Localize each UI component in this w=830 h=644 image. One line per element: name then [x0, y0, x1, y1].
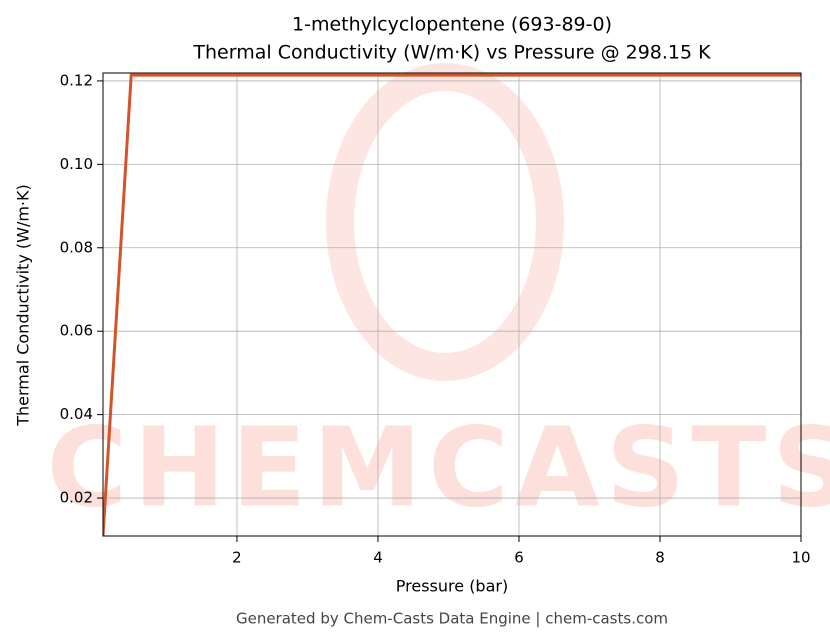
watermark: CHEMCASTS [47, 403, 830, 531]
y-tick-label: 0.02 [60, 489, 93, 507]
y-axis-label: Thermal Conductivity (W/m·K) [14, 184, 33, 427]
y-tick-label: 0.08 [60, 238, 93, 256]
y-tick-label: 0.06 [60, 322, 93, 340]
x-tick-label: 4 [373, 549, 383, 567]
x-tick-label: 2 [232, 549, 242, 567]
line-series [103, 73, 801, 536]
x-tick-label: 10 [791, 549, 810, 567]
y-tick-label: 0.10 [60, 155, 93, 173]
x-tick-label: 8 [655, 549, 665, 567]
y-tick-label: 0.12 [60, 71, 93, 89]
chart-subtitle: Thermal Conductivity (W/m·K) vs Pressure… [192, 42, 711, 64]
watermark-logo [326, 63, 564, 381]
chart-title: 1-methylcyclopentene (693-89-0) [292, 14, 612, 36]
x-tick-label: 6 [514, 549, 524, 567]
y-tick-label: 0.04 [60, 405, 93, 423]
plot-frame [102, 72, 802, 537]
footer: Generated by Chem-Casts Data Engine | ch… [236, 610, 668, 628]
x-axis-label: Pressure (bar) [396, 577, 508, 596]
